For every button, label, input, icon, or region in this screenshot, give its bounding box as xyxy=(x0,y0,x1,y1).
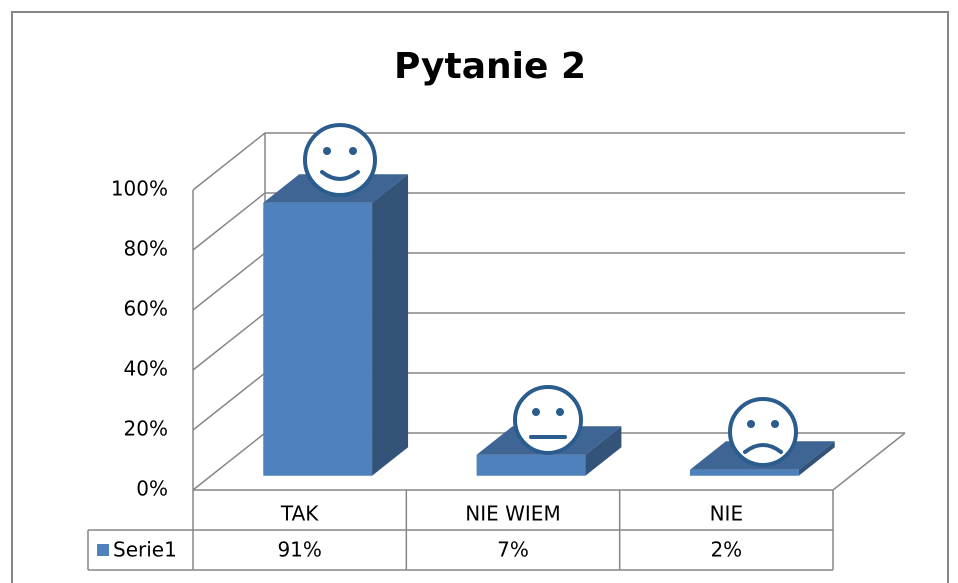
grid-line xyxy=(192,192,905,251)
bar-side xyxy=(372,174,409,476)
y-tick-label: 0% xyxy=(136,477,168,501)
bar-front xyxy=(476,454,586,476)
y-tick-label: 60% xyxy=(124,297,168,321)
data-label: 91% xyxy=(277,538,321,562)
legend-key xyxy=(97,544,109,556)
smiley-sad xyxy=(728,397,798,467)
faces xyxy=(303,123,798,467)
y-tick-label: 20% xyxy=(124,417,168,441)
bar-front xyxy=(263,202,373,476)
y-tick-label: 100% xyxy=(111,177,168,201)
legend-label: Serie1 xyxy=(113,538,177,562)
data-label: 2% xyxy=(710,538,742,562)
smiley-neutral xyxy=(513,385,583,455)
smiley-happy xyxy=(303,123,377,197)
data-label: 7% xyxy=(497,538,529,562)
bar-front xyxy=(689,469,799,476)
chart-title: Pytanie 2 xyxy=(394,46,586,87)
x-tick-label: NIE xyxy=(710,502,744,526)
bar-side xyxy=(798,441,835,476)
y-tick-label: 40% xyxy=(124,357,168,381)
y-tick-label: 80% xyxy=(124,237,168,261)
grid-line xyxy=(192,132,905,191)
x-tick-label: NIE WIEM xyxy=(465,502,560,526)
bar-side xyxy=(585,426,622,476)
chart-border xyxy=(11,11,949,583)
x-tick-label: TAK xyxy=(280,502,319,526)
